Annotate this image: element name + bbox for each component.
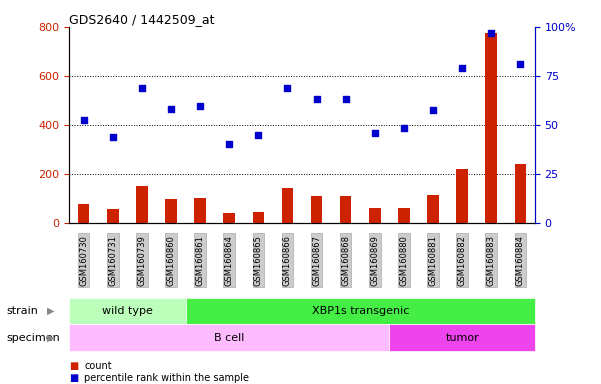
Point (428, 106, 438, 113)
Point (312, 96, 322, 102)
Point (399, 126, 409, 132)
Point (254, 131, 263, 138)
Text: specimen: specimen (6, 333, 59, 343)
Bar (165, 199, 177, 223)
Bar (456, 169, 468, 223)
Text: count: count (84, 361, 112, 371)
Text: GSM160739: GSM160739 (138, 235, 147, 286)
Point (370, 130, 380, 136)
Text: GSM160866: GSM160866 (283, 235, 292, 286)
Text: percentile rank within the sample: percentile rank within the sample (84, 373, 249, 383)
Text: GSM160865: GSM160865 (254, 235, 263, 286)
Text: GSM160884: GSM160884 (516, 235, 525, 286)
Text: GSM160881: GSM160881 (429, 235, 438, 286)
Bar (78, 204, 90, 223)
Bar (369, 208, 380, 223)
Bar (107, 209, 118, 223)
Bar (252, 212, 264, 223)
Text: GSM160869: GSM160869 (370, 235, 379, 286)
Text: ■: ■ (69, 373, 78, 383)
Text: GSM160860: GSM160860 (166, 235, 175, 286)
Text: B cell: B cell (214, 333, 245, 343)
Text: GSM160730: GSM160730 (79, 235, 88, 286)
Bar (224, 213, 235, 223)
Bar (311, 196, 322, 223)
Text: strain: strain (6, 306, 38, 316)
Point (486, 30, 496, 36)
Point (224, 141, 234, 147)
Bar (398, 207, 410, 223)
Bar (136, 187, 148, 223)
Text: GSM160867: GSM160867 (312, 235, 321, 286)
Text: ▶: ▶ (47, 333, 55, 343)
Bar (282, 189, 293, 223)
Point (195, 103, 205, 109)
Bar (486, 33, 497, 223)
Text: GSM160868: GSM160868 (341, 235, 350, 286)
Point (341, 96, 350, 102)
Bar (427, 195, 439, 223)
Text: XBP1s transgenic: XBP1s transgenic (311, 306, 409, 316)
Point (516, 61, 525, 67)
Point (166, 106, 176, 112)
Bar (340, 196, 352, 223)
Text: GSM160864: GSM160864 (225, 235, 234, 286)
Point (108, 134, 118, 140)
Bar (514, 164, 526, 223)
Bar (194, 198, 206, 223)
Text: GSM160880: GSM160880 (400, 235, 409, 286)
Text: GSM160861: GSM160861 (195, 235, 204, 286)
Text: GSM160883: GSM160883 (487, 235, 496, 286)
Text: GSM160731: GSM160731 (108, 235, 117, 286)
Point (137, 85, 147, 91)
Text: wild type: wild type (102, 306, 153, 316)
Text: ▶: ▶ (47, 306, 55, 316)
Text: tumor: tumor (445, 333, 479, 343)
Text: GDS2640 / 1442509_at: GDS2640 / 1442509_at (69, 13, 215, 26)
Point (282, 85, 292, 91)
Point (457, 65, 467, 71)
Point (79, 117, 88, 123)
Text: ■: ■ (69, 361, 78, 371)
Text: GSM160882: GSM160882 (457, 235, 466, 286)
